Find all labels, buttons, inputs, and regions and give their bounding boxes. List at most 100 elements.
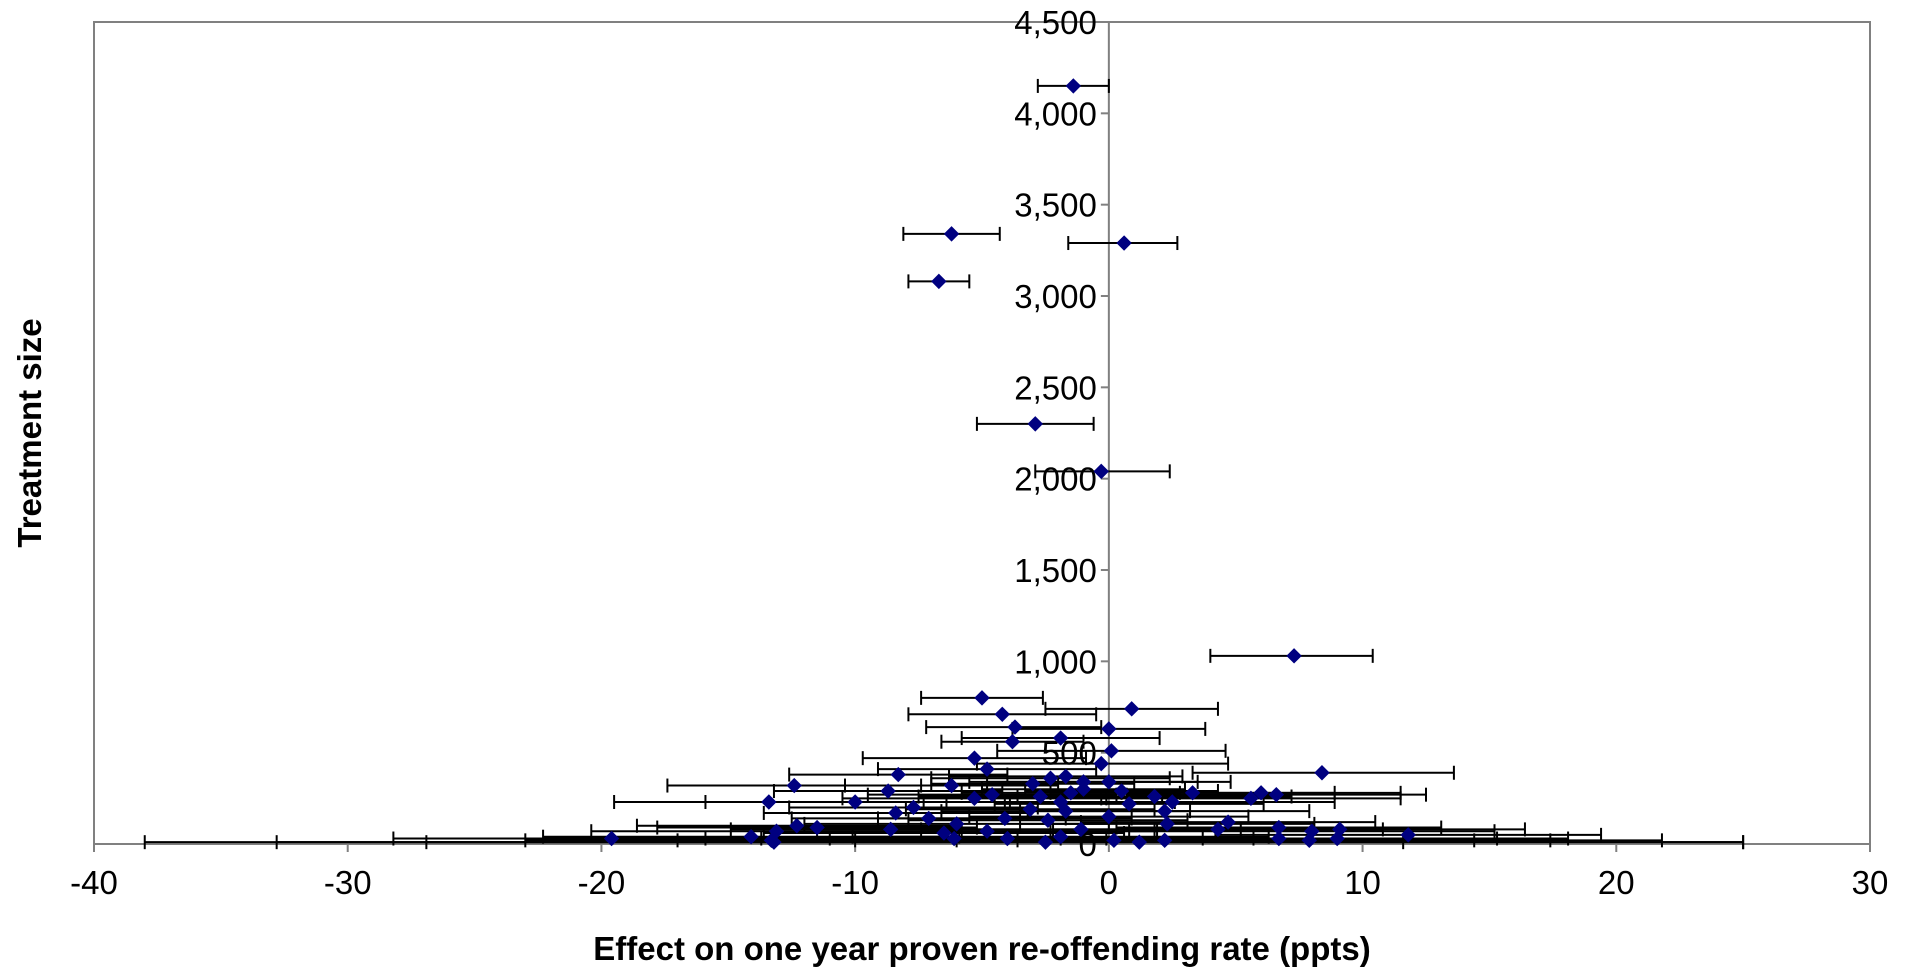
data-point-marker — [1093, 755, 1109, 772]
data-point-marker — [999, 830, 1016, 847]
y-tick-label: 4,500 — [1014, 4, 1097, 41]
x-axis-title: Effect on one year proven re-offending r… — [593, 930, 1370, 967]
x-tick-label: -40 — [70, 864, 118, 901]
data-point-marker — [997, 810, 1013, 827]
data-point-marker — [1075, 781, 1092, 797]
data-point-marker — [1121, 796, 1137, 812]
x-tick-label: 10 — [1344, 864, 1381, 901]
data-point-marker — [1063, 785, 1079, 801]
x-tick-label: -20 — [578, 864, 626, 901]
data-point-marker — [890, 766, 906, 783]
data-point-marker — [1101, 774, 1117, 790]
data-point-marker — [979, 823, 995, 839]
data-point-marker — [1058, 803, 1074, 819]
data-point-marker — [943, 777, 960, 794]
x-tick-label: -10 — [831, 864, 879, 901]
data-point-marker — [1027, 416, 1043, 432]
error-bars — [143, 78, 1745, 850]
data-point-marker — [847, 794, 863, 810]
data-points — [603, 78, 1416, 850]
data-point-marker — [1065, 78, 1082, 94]
y-tick-label: 0 — [1078, 826, 1096, 863]
data-point-marker — [1032, 788, 1049, 805]
data-point-marker — [1301, 832, 1317, 849]
data-point-marker — [1101, 721, 1117, 737]
data-point-marker — [1037, 834, 1054, 850]
data-point-marker — [1146, 788, 1163, 805]
data-point-marker — [1052, 730, 1069, 746]
data-point-marker — [994, 706, 1011, 723]
data-point-marker — [1314, 765, 1330, 781]
data-point-marker — [1106, 832, 1122, 849]
x-tick-label: 0 — [1100, 864, 1118, 901]
data-point-marker — [880, 783, 896, 799]
data-point-marker — [1040, 812, 1056, 828]
data-point-marker — [974, 690, 990, 706]
data-point-marker — [786, 777, 802, 794]
data-point-marker — [1400, 827, 1416, 843]
y-axis-title: Treatment size — [11, 318, 48, 547]
data-point-marker — [966, 790, 983, 807]
data-point-marker — [1156, 803, 1173, 819]
data-point-marker — [1329, 830, 1345, 847]
data-point-marker — [1022, 801, 1038, 818]
data-point-marker — [1210, 821, 1226, 838]
data-point-marker — [882, 821, 899, 838]
data-point-marker — [1101, 808, 1117, 825]
data-point-marker — [1042, 770, 1059, 786]
data-point-marker — [984, 786, 1000, 803]
y-tick-label: 500 — [1042, 735, 1097, 772]
data-point-marker — [966, 750, 983, 766]
y-tick-label: 1,000 — [1014, 643, 1097, 680]
y-tick-label: 3,500 — [1014, 187, 1097, 224]
data-point-marker — [1159, 816, 1175, 832]
data-point-marker — [936, 825, 952, 841]
plot-frame — [93, 21, 1871, 845]
y-tick-label: 4,000 — [1014, 95, 1097, 132]
data-point-marker — [1116, 235, 1132, 251]
data-point-marker — [603, 830, 620, 847]
y-tick-label: 2,000 — [1014, 461, 1097, 498]
data-point-marker — [946, 830, 962, 847]
x-axis: -40 -30 -20 -10 0 10 20 30 — [70, 843, 1889, 901]
data-point-marker — [809, 819, 825, 836]
data-point-marker — [761, 794, 777, 810]
data-point-marker — [931, 273, 947, 290]
data-point-marker — [1103, 743, 1120, 759]
data-point-marker — [789, 818, 805, 834]
data-point-marker — [1156, 832, 1173, 849]
y-tick-label: 3,000 — [1014, 278, 1097, 315]
data-point-marker — [1243, 790, 1259, 807]
data-point-marker — [1058, 768, 1074, 785]
data-point-marker — [1113, 783, 1130, 799]
data-point-marker — [1025, 776, 1041, 792]
data-point-marker — [1004, 733, 1021, 750]
data-point-marker — [888, 805, 904, 821]
data-point-marker — [905, 799, 922, 816]
data-point-marker — [1220, 814, 1236, 830]
data-point-marker — [1268, 786, 1285, 803]
data-point-marker — [766, 834, 782, 850]
data-point-marker — [1007, 719, 1023, 735]
data-point-marker — [1093, 463, 1109, 480]
data-point-marker — [979, 761, 995, 777]
x-tick-label: 30 — [1852, 864, 1889, 901]
y-tick-label: 2,500 — [1014, 369, 1097, 406]
data-point-marker — [743, 828, 759, 845]
x-tick-label: -30 — [324, 864, 372, 901]
data-point-marker — [1073, 821, 1089, 838]
data-point-marker — [943, 226, 960, 242]
data-point-marker — [1271, 830, 1287, 847]
data-point-marker — [1184, 785, 1201, 801]
data-point-marker — [1052, 828, 1069, 845]
x-tick-label: 20 — [1598, 864, 1635, 901]
data-point-marker — [1164, 794, 1180, 810]
data-point-marker — [1131, 834, 1148, 850]
data-point-marker — [1286, 648, 1302, 664]
data-point-marker — [1123, 701, 1140, 717]
data-point-marker — [948, 816, 965, 832]
y-tick-label: 1,500 — [1014, 552, 1097, 589]
data-point-marker — [921, 810, 937, 827]
data-point-marker — [1253, 785, 1269, 801]
